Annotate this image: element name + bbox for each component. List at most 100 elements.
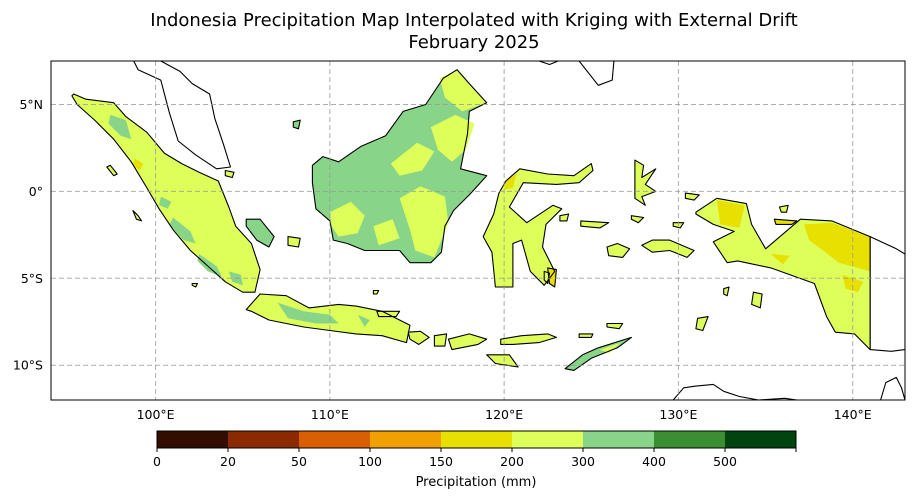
colorbar-bin-50-100 — [299, 431, 371, 448]
island-bawean — [373, 290, 379, 294]
coastline-bawean — [372, 289, 380, 295]
precip-patch-new-guinea-19 — [842, 274, 864, 293]
coastline-natuna — [292, 119, 301, 130]
lon-tick-label: 130°E — [659, 407, 697, 422]
coastline-sumatra — [71, 93, 261, 293]
map-area — [51, 61, 905, 400]
coastline-lombok — [433, 333, 448, 347]
gridlines — [51, 61, 905, 400]
figure-title-line-1: Indonesia Precipitation Map Interpolated… — [150, 10, 797, 31]
colorbar-bins — [157, 431, 797, 448]
island-tanimbar — [695, 316, 709, 331]
coastline-new-guinea — [695, 197, 871, 351]
precip-patch-borneo-7 — [373, 219, 400, 246]
precip-patch-borneo-9 — [390, 142, 435, 176]
coastline-bali — [407, 330, 430, 345]
island-halmahera — [634, 160, 656, 206]
island-bangka — [246, 219, 275, 247]
landmass-mindanao — [538, 61, 615, 86]
coastline-buru — [606, 242, 631, 258]
coastline-kai — [723, 286, 730, 297]
precip-patch-sumatra-5 — [159, 196, 172, 209]
landmass-malay-peninsula — [121, 61, 232, 170]
island-bali — [408, 331, 430, 345]
colorbar-bin-150-200 — [441, 431, 513, 448]
coastline-aru — [751, 291, 763, 309]
coastline-banggai — [559, 213, 570, 222]
precip-patch-borneo-10 — [430, 114, 475, 162]
island-belitung — [288, 236, 301, 247]
precip-patch-java-13 — [357, 314, 370, 327]
coastline-biak — [778, 204, 789, 213]
island-flores — [500, 333, 557, 345]
colorbar-bin-20-50 — [228, 431, 300, 448]
coastline-layer — [71, 69, 871, 371]
precip-patch-sulawesi-14 — [504, 174, 517, 190]
colorbar-tick-label: 150 — [429, 454, 453, 469]
colorbar-bin-200-300 — [512, 431, 584, 448]
lon-tick-label: 120°E — [485, 407, 523, 422]
colorbar-label: Precipitation (mm) — [416, 475, 537, 490]
lat-tick-label: 0° — [29, 184, 43, 199]
precip-patch-borneo-8 — [399, 186, 449, 258]
colorbar-tick-label: 100 — [358, 454, 382, 469]
colorbar-tick-label: 300 — [571, 454, 595, 469]
coastline-nias — [106, 164, 118, 177]
coastline-flores — [500, 333, 557, 345]
precip-patch-sumatra-4 — [132, 158, 144, 171]
coastline-misool — [672, 222, 685, 229]
colorbar: 0 20 50 100 150 200 300 400 500 Precipitation (m… — [153, 430, 797, 490]
coastline-muna — [543, 270, 551, 285]
precip-patch-borneo-11 — [439, 69, 487, 112]
coastline-sumba — [486, 354, 519, 368]
lat-tick-label: 5°S — [21, 271, 43, 286]
lon-tick-label: 110°E — [311, 407, 349, 422]
precip-patch-sumatra-2 — [197, 254, 222, 277]
lon-tick-label: 140°E — [834, 407, 872, 422]
lat-tick-label: 5°N — [19, 97, 43, 112]
precip-patch-sumatra-1 — [169, 217, 196, 244]
colorbar-tick-label: 200 — [500, 454, 524, 469]
colorbar-tick-label: 50 — [291, 454, 307, 469]
coastline-borneo — [311, 69, 488, 264]
colorbar-bin-100-150 — [370, 431, 442, 448]
coastline-yapen — [773, 218, 798, 225]
latitude-tick-labels: 5°N 0° 5°S 10°S — [13, 97, 43, 373]
island-sumatra — [71, 94, 261, 293]
coastline-riau — [224, 169, 235, 179]
lat-tick-label: 10°S — [13, 358, 43, 373]
lon-tick-label: 100°E — [137, 407, 175, 422]
island-sulawesi — [483, 163, 593, 287]
colorbar-tick-label: 0 — [153, 454, 161, 469]
precip-patch-new-guinea-17 — [803, 222, 871, 272]
coastline-timor — [564, 336, 632, 371]
coastline-wetar — [606, 322, 624, 330]
precip-patch-timor-20 — [600, 342, 621, 354]
colorbar-tick-label: 500 — [713, 454, 737, 469]
island-sumbawa — [448, 333, 487, 350]
coastline-obi — [630, 215, 645, 224]
precip-patch-sumatra-0 — [108, 114, 132, 140]
colorbar-tick-label: 400 — [642, 454, 666, 469]
island-sumba — [486, 354, 519, 367]
precip-patch-java-12 — [277, 302, 339, 324]
island-kai — [723, 287, 729, 296]
island-buru — [607, 243, 630, 258]
colorbar-bin-500-600 — [725, 431, 797, 448]
coastline-seram — [641, 239, 695, 258]
island-nias — [106, 165, 118, 176]
precip-patch-borneo-6 — [329, 201, 365, 237]
coastline-waigeo — [684, 192, 700, 201]
precip-patch-new-guinea-18 — [770, 254, 790, 265]
coastline-tanimbar — [695, 316, 709, 332]
landmass-cape-york — [880, 376, 905, 400]
island-seram — [641, 240, 695, 258]
coastline-siberut — [132, 209, 143, 222]
coastline-alor — [578, 333, 594, 338]
colorbar-frame — [156, 430, 797, 449]
coastline-bangka — [245, 218, 275, 248]
coastline-madura — [376, 310, 401, 318]
landmass-palawan-tip — [447, 61, 458, 62]
coastline-enggano — [191, 282, 198, 288]
island-aru — [751, 292, 763, 308]
